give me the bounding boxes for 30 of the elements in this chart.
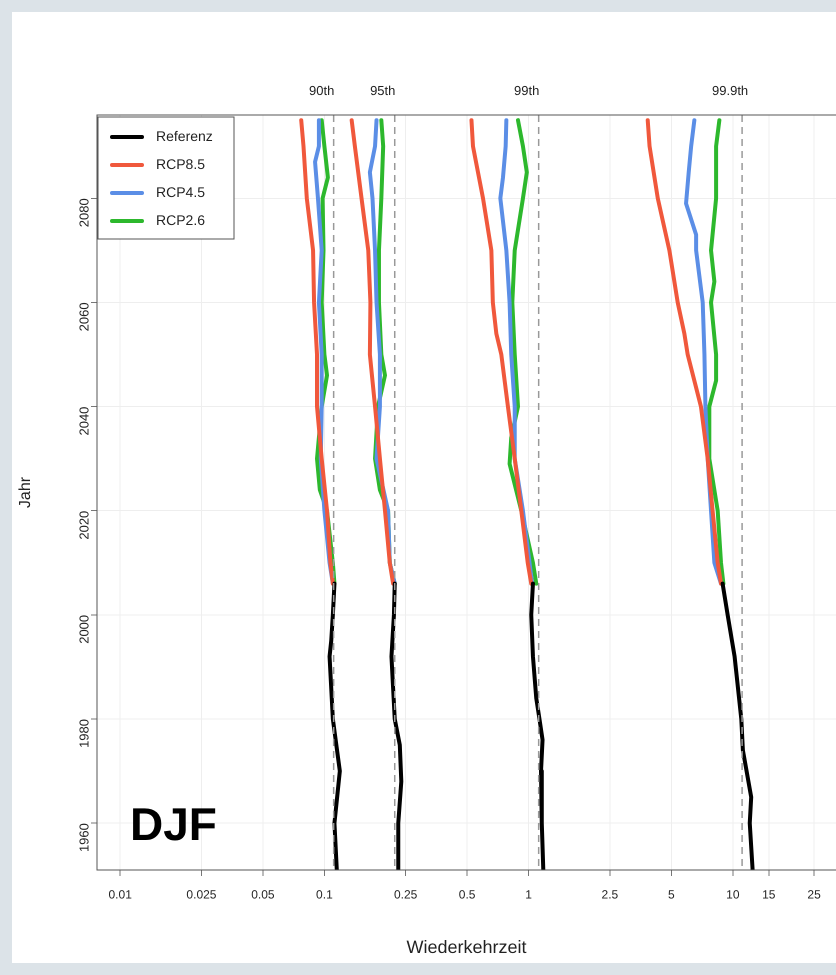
ref-line-label: 99th bbox=[514, 83, 540, 98]
x-tick-label: 5 bbox=[668, 888, 676, 902]
x-tick-label: 0.5 bbox=[458, 888, 476, 902]
y-axis-title: Jahr bbox=[17, 476, 34, 508]
y-tick-label: 2080 bbox=[76, 198, 92, 228]
x-tick-label: 0.05 bbox=[251, 888, 275, 902]
x-axis-title: Wiederkehrzeit bbox=[406, 937, 527, 958]
legend-label: RCP8.5 bbox=[156, 156, 206, 172]
x-tick-label: 2.5 bbox=[602, 888, 619, 902]
x-tick-label: 0.01 bbox=[108, 888, 132, 902]
legend-label: RCP2.6 bbox=[156, 212, 206, 228]
legend-label: Referenz bbox=[156, 128, 213, 144]
ref-line-label: 99.9th bbox=[712, 83, 748, 98]
x-tick-label: 10 bbox=[726, 888, 740, 902]
x-tick-label: 1 bbox=[525, 888, 532, 902]
x-tick-label: 0.1 bbox=[316, 888, 334, 902]
x-tick-label: 25 bbox=[807, 888, 822, 902]
ref-line-label: 90th bbox=[309, 83, 334, 98]
annotation: DJF bbox=[130, 798, 217, 850]
y-tick-label: 2060 bbox=[76, 302, 92, 332]
x-tick-label: 0.25 bbox=[394, 888, 418, 902]
legend-label: RCP4.5 bbox=[156, 184, 206, 200]
y-tick-label: 2000 bbox=[76, 614, 92, 644]
y-tick-label: 2020 bbox=[76, 510, 92, 540]
y-tick-label: 2040 bbox=[76, 406, 92, 436]
x-tick-label: 15 bbox=[762, 888, 776, 902]
y-tick-label: 1980 bbox=[76, 719, 92, 748]
y-tick-label: 1960 bbox=[76, 823, 92, 852]
x-tick-label: 0.025 bbox=[186, 888, 217, 902]
ref-line-label: 95th bbox=[370, 83, 396, 98]
